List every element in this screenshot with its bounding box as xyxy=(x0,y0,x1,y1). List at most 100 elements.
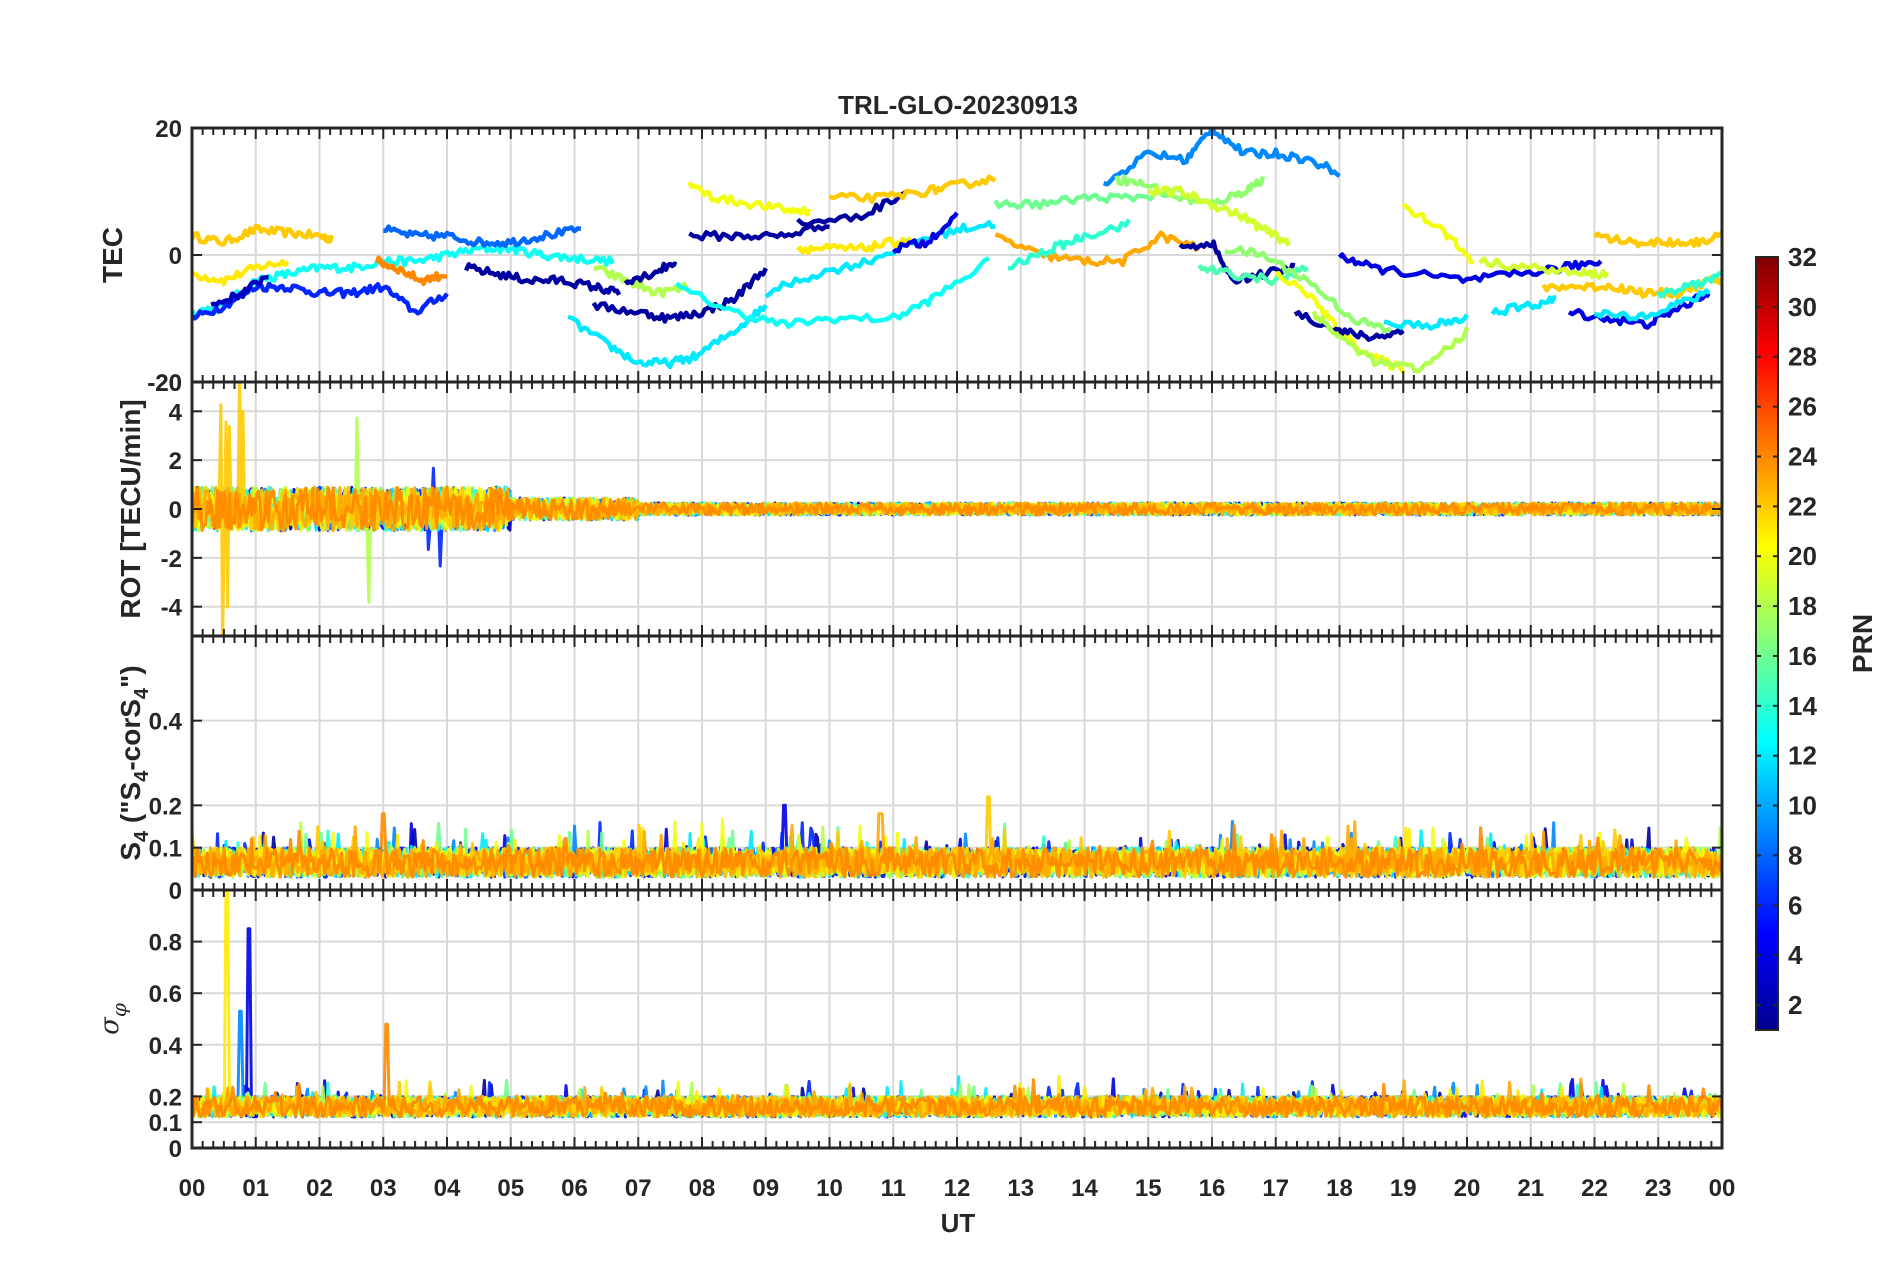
y-tick-label: 0.6 xyxy=(149,981,182,1008)
tec-series-prn-18 xyxy=(593,265,691,299)
tec-series-prn-2 xyxy=(464,262,622,296)
tec-series-prn-2 xyxy=(591,267,768,324)
tec-series-prn-22 xyxy=(1593,230,1722,249)
colorbar-tick-label: 6 xyxy=(1788,890,1802,920)
colorbar-label: PRN xyxy=(1847,614,1878,673)
x-tick-label: 22 xyxy=(1581,1175,1608,1202)
y-tick-label: 0 xyxy=(169,497,182,524)
tec-series-prn-22 xyxy=(192,223,335,247)
colorbar-tick-label: 30 xyxy=(1788,292,1817,322)
tec-series-prn-14 xyxy=(1656,271,1722,299)
x-tick-label: 04 xyxy=(434,1175,461,1202)
panel-rot-data xyxy=(192,382,1722,636)
panel-s4-data xyxy=(192,795,1722,879)
y-tick-label: 4 xyxy=(169,399,183,426)
y-tick-label: 0.4 xyxy=(149,1033,183,1060)
tec-series-prn-2 xyxy=(688,222,830,243)
colorbar-tick-label: 2 xyxy=(1788,990,1802,1020)
x-tick-label: 03 xyxy=(370,1175,397,1202)
y-tick-label: 0.2 xyxy=(149,1084,182,1111)
colorbar-tick-label: 8 xyxy=(1788,840,1802,870)
y-tick-label: 0.1 xyxy=(149,836,182,863)
y-tick-label: 0 xyxy=(169,243,182,270)
y-axis-label: S4 ("S4-corS4") xyxy=(115,665,153,860)
tec-series-prn-12 xyxy=(764,219,996,299)
tec-series-prn-14 xyxy=(1007,218,1132,271)
x-axis-label: UT xyxy=(941,1208,976,1238)
tec-series-prn-21 xyxy=(192,258,290,287)
colorbar-tick-label: 14 xyxy=(1788,691,1817,721)
x-tick-label: 19 xyxy=(1390,1175,1417,1202)
y-axis-label: σφ xyxy=(95,1003,131,1035)
x-tick-label: 01 xyxy=(242,1175,269,1202)
x-tick-label: 17 xyxy=(1262,1175,1289,1202)
x-tick-label: 09 xyxy=(752,1175,779,1202)
tec-series-prn-2 xyxy=(623,261,678,286)
y-tick-label: -2 xyxy=(161,546,182,573)
colorbar-gradient xyxy=(1755,256,1779,1031)
tec-series-prn-19 xyxy=(1478,256,1610,281)
tec-series-prn-12 xyxy=(1594,288,1711,322)
x-tick-label: 15 xyxy=(1135,1175,1162,1202)
x-tick-label: 05 xyxy=(497,1175,524,1202)
x-tick-label: 02 xyxy=(306,1175,333,1202)
tec-series-prn-17 xyxy=(1224,245,1392,334)
x-tick-label: 16 xyxy=(1199,1175,1226,1202)
colorbar-tick-label: 18 xyxy=(1788,591,1817,621)
colorbar-tick-label: 16 xyxy=(1788,641,1817,671)
y-tick-label: 0 xyxy=(169,878,182,905)
y-tick-label: -20 xyxy=(147,370,182,397)
tec-series-prn-12 xyxy=(1490,295,1557,317)
tec-series-prn-18 xyxy=(1311,310,1470,374)
tec-series-prn-4 xyxy=(892,211,959,255)
x-tick-label: 00 xyxy=(1709,1175,1736,1202)
y-tick-label: -4 xyxy=(161,595,183,622)
tec-series-prn-23 xyxy=(994,230,1201,268)
x-tick-label: 23 xyxy=(1645,1175,1672,1202)
tec-series-prn-2 xyxy=(1293,310,1405,342)
tec-series-prn-2 xyxy=(796,190,907,227)
x-tick-label: 06 xyxy=(561,1175,588,1202)
tec-series-prn-12 xyxy=(1383,313,1469,331)
y-tick-label: 0.1 xyxy=(149,1110,182,1137)
colorbar-tick-label: 12 xyxy=(1788,741,1817,771)
y-tick-label: 0.8 xyxy=(149,930,182,957)
x-tick-label: 13 xyxy=(1007,1175,1034,1202)
y-axis-label: ROT [TECU/min] xyxy=(115,399,146,618)
tec-series-prn-24 xyxy=(374,255,448,287)
y-tick-label: 0.2 xyxy=(149,793,182,820)
tec-series-prn-20 xyxy=(687,181,812,217)
s4-series-prn-24 xyxy=(192,812,1722,879)
panel-sigma_phi: 0.8 0.6 0.4 0.20.10 σφ xyxy=(95,888,1724,1163)
y-tick-label: 0 xyxy=(169,1136,182,1163)
chart-title: TRL-GLO-20230913 xyxy=(838,90,1078,120)
sigma_phi-series-prn-23 xyxy=(192,1077,1722,1119)
tec-series-prn-19 xyxy=(1148,185,1291,247)
sigma_phi-series-prn-24 xyxy=(192,1022,1722,1119)
x-tick-label: 00 xyxy=(179,1175,206,1202)
x-tick-label: 10 xyxy=(816,1175,843,1202)
x-tick-label: 11 xyxy=(881,1175,906,1202)
tec-series-prn-16 xyxy=(993,185,1182,211)
colorbar-tick-label: 22 xyxy=(1788,491,1817,521)
rot-series-prn-24 xyxy=(192,486,1722,532)
x-tick-label: 14 xyxy=(1071,1175,1098,1202)
tec-series-prn-20 xyxy=(1401,202,1474,265)
panel-s4: 0.4 0.2 0.1 0 S4 ("S4-corS4") xyxy=(115,634,1724,905)
y-tick-label: 2 xyxy=(169,448,182,475)
colorbar-tick-label: 4 xyxy=(1788,940,1803,970)
tec-series-prn-8 xyxy=(383,224,582,249)
tec-series-prn-3 xyxy=(210,274,269,307)
colorbar-tick-label: 20 xyxy=(1788,541,1817,571)
y-axis-label: TEC xyxy=(97,227,128,283)
tec-series-prn-9 xyxy=(1102,128,1341,187)
tec-series-prn-12 xyxy=(567,303,768,370)
colorbar-tick-label: 32 xyxy=(1788,242,1817,272)
y-tick-label: 0.4 xyxy=(149,709,183,736)
x-tick-label: 21 xyxy=(1517,1175,1544,1202)
tec-series-prn-22 xyxy=(828,174,997,205)
x-tick-label: 12 xyxy=(944,1175,971,1202)
panel-tec-data xyxy=(192,128,1722,375)
